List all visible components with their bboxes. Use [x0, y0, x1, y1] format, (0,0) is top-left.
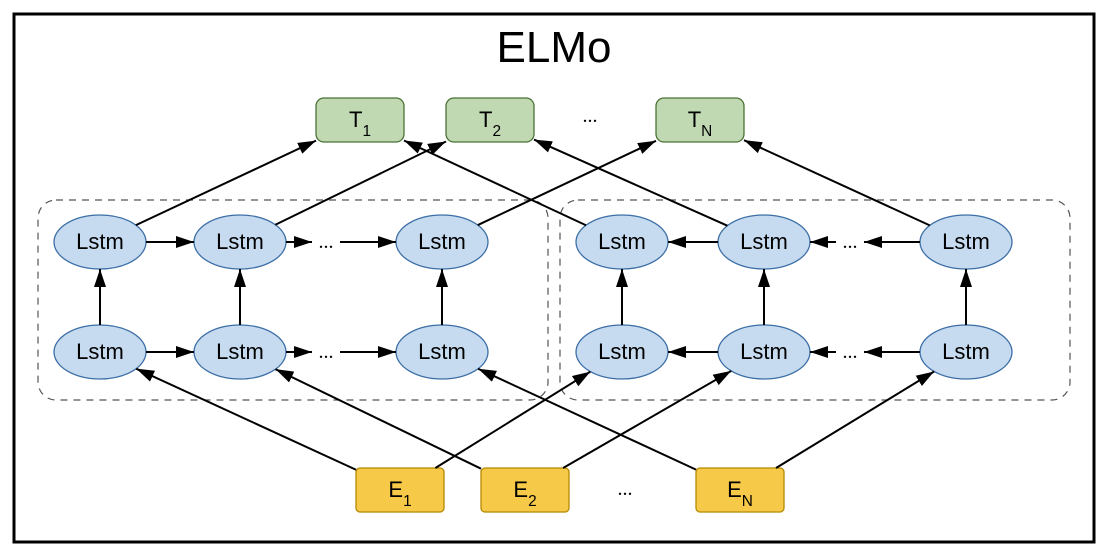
- lstm-label-L-T1: Lstm: [76, 229, 124, 254]
- outputs-ellipsis: ...: [583, 105, 598, 127]
- lstm-label-R-B3: Lstm: [942, 339, 990, 364]
- lstm-label-R-B2: Lstm: [740, 339, 788, 364]
- ellipsisRB: ...: [843, 341, 858, 363]
- lstm-label-L-B1: Lstm: [76, 339, 124, 364]
- lstm-label-R-T1: Lstm: [598, 229, 646, 254]
- lstm-label-R-B1: Lstm: [598, 339, 646, 364]
- lstm-label-L-T2: Lstm: [216, 229, 264, 254]
- ellipsisLB: ...: [319, 341, 334, 363]
- lstm-label-R-T2: Lstm: [740, 229, 788, 254]
- outer-frame: [14, 14, 1094, 542]
- ellipsisRT: ...: [843, 231, 858, 253]
- inputs-ellipsis: ...: [618, 478, 633, 500]
- lstm-label-R-T3: Lstm: [942, 229, 990, 254]
- ellipsisLT: ...: [319, 231, 334, 253]
- lstm-label-L-B3: Lstm: [418, 339, 466, 364]
- lstm-label-L-T3: Lstm: [418, 229, 466, 254]
- elmo-diagram: ELMoT1T2TN...LstmLstmLstmLstmLstmLstmLst…: [0, 0, 1108, 556]
- diagram-title: ELMo: [497, 23, 612, 72]
- lstm-label-L-B2: Lstm: [216, 339, 264, 364]
